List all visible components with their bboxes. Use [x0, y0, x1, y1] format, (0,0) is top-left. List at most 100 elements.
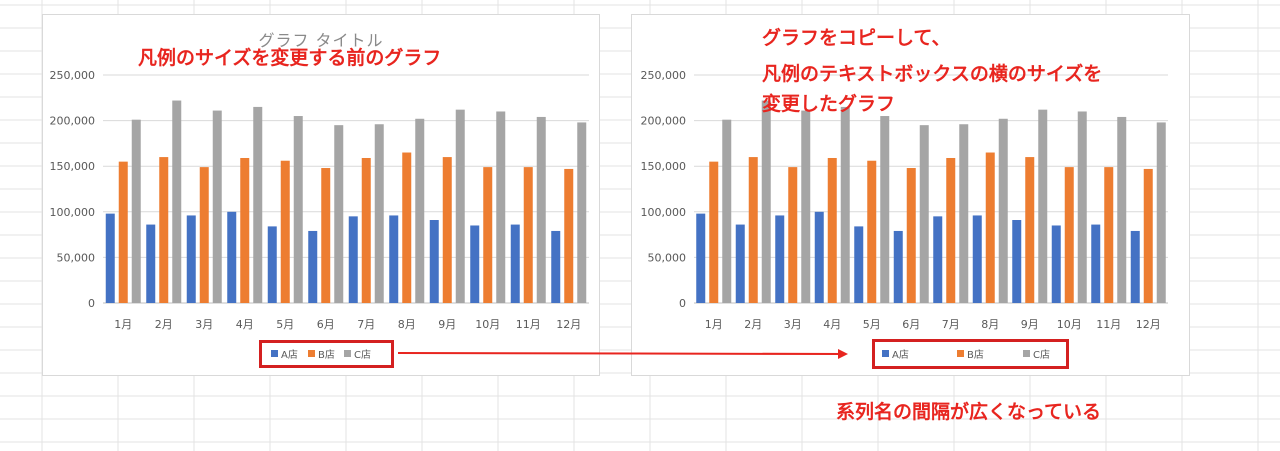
bar-C店-9月[interactable]: [455, 109, 465, 303]
bar-A店-6月[interactable]: [308, 230, 318, 303]
y-tick-label: 100,000: [641, 206, 687, 219]
bar-A店-10月[interactable]: [470, 225, 480, 303]
bar-C店-4月[interactable]: [840, 106, 850, 303]
bar-A店-8月[interactable]: [389, 215, 399, 303]
y-tick-label: 50,000: [648, 251, 687, 264]
bar-B店-11月[interactable]: [523, 167, 533, 303]
bar-A店-9月[interactable]: [1012, 220, 1022, 303]
bar-C店-8月[interactable]: [998, 118, 1008, 303]
bar-A店-11月[interactable]: [510, 224, 520, 303]
x-tick-label: 8月: [398, 318, 416, 331]
bar-C店-2月[interactable]: [761, 100, 771, 303]
bar-A店-4月[interactable]: [814, 211, 824, 303]
bar-C店-6月[interactable]: [919, 125, 929, 303]
bar-A店-1月[interactable]: [696, 213, 706, 303]
x-tick-label: 12月: [556, 318, 581, 331]
bar-A店-10月[interactable]: [1051, 225, 1061, 303]
bar-C店-1月[interactable]: [131, 119, 141, 303]
bar-chart-before: 0 50,000 100,000 150,000 200,000 250,000 1月 2月 3…: [50, 69, 589, 361]
bar-B店-10月[interactable]: [1064, 167, 1074, 303]
y-tick-label: 150,000: [50, 160, 96, 173]
bar-B店-8月[interactable]: [985, 152, 995, 303]
y-tick-label: 0: [88, 297, 95, 310]
bar-B店-5月[interactable]: [280, 160, 290, 303]
y-tick-label: 200,000: [50, 115, 96, 128]
bar-C店-5月[interactable]: [293, 116, 303, 303]
x-tick-label: 1月: [705, 318, 723, 331]
bar-A店-6月[interactable]: [893, 230, 903, 303]
bar-B店-1月[interactable]: [709, 161, 719, 303]
bar-A店-2月[interactable]: [735, 224, 745, 303]
bar-C店-4月[interactable]: [253, 106, 263, 303]
bar-A店-1月[interactable]: [105, 213, 115, 303]
bar-B店-5月[interactable]: [867, 160, 877, 303]
bar-A店-8月[interactable]: [972, 215, 982, 303]
bar-C店-12月[interactable]: [1156, 122, 1166, 303]
x-tick-label: 5月: [863, 318, 881, 331]
x-tick-label: 12月: [1136, 318, 1161, 331]
bar-C店-2月[interactable]: [172, 100, 182, 303]
chart-before[interactable]: グラフ タイトル 0 50,000 100,000 150,000 200,000 250…: [42, 14, 600, 376]
x-tick-label: 11月: [1096, 318, 1121, 331]
bar-B店-8月[interactable]: [402, 152, 412, 303]
bar-B店-7月[interactable]: [361, 157, 371, 303]
bar-A店-11月[interactable]: [1091, 224, 1101, 303]
legend-label: C店: [354, 348, 371, 361]
bar-C店-1月[interactable]: [722, 119, 732, 303]
chart-title[interactable]: グラフ タイトル: [258, 31, 384, 50]
bar-A店-3月[interactable]: [775, 215, 785, 303]
y-tick-label: 50,000: [57, 251, 96, 264]
bar-B店-4月[interactable]: [827, 157, 837, 303]
x-tick-label: 4月: [823, 318, 841, 331]
bar-A店-4月[interactable]: [227, 211, 237, 303]
bar-B店-3月[interactable]: [788, 167, 798, 303]
bar-B店-2月[interactable]: [748, 157, 758, 303]
bar-A店-5月[interactable]: [854, 226, 864, 303]
bar-B店-7月[interactable]: [946, 157, 956, 303]
bar-A店-9月[interactable]: [429, 220, 439, 303]
bar-B店-2月[interactable]: [159, 157, 169, 303]
bar-C店-11月[interactable]: [1117, 116, 1127, 304]
legend-swatch: [882, 350, 889, 357]
bar-C店-5月[interactable]: [880, 116, 890, 303]
bar-A店-3月[interactable]: [186, 215, 196, 303]
bar-C店-7月[interactable]: [374, 124, 384, 303]
bar-C店-11月[interactable]: [536, 116, 546, 304]
x-tick-label: 10月: [475, 318, 500, 331]
bar-A店-12月[interactable]: [1130, 230, 1140, 303]
bar-A店-5月[interactable]: [267, 226, 277, 303]
bar-A店-12月[interactable]: [551, 230, 561, 303]
bar-C店-7月[interactable]: [959, 124, 969, 303]
bar-C店-3月[interactable]: [212, 110, 222, 304]
bar-C店-9月[interactable]: [1038, 109, 1048, 303]
x-tick-label: 8月: [981, 318, 999, 331]
x-tick-label: 2月: [155, 318, 173, 331]
chart-after[interactable]: 0 50,000 100,000 150,000 200,000 250,000 1月 2月 3…: [631, 14, 1190, 376]
bar-B店-11月[interactable]: [1104, 167, 1114, 303]
bar-B店-9月[interactable]: [442, 157, 452, 303]
bar-B店-12月[interactable]: [564, 168, 574, 303]
x-tick-label: 5月: [276, 318, 294, 331]
bar-C店-8月[interactable]: [415, 118, 425, 303]
bar-B店-6月[interactable]: [906, 168, 916, 303]
bar-A店-7月[interactable]: [933, 216, 943, 303]
bar-B店-6月[interactable]: [321, 168, 331, 303]
bar-B店-4月[interactable]: [240, 157, 250, 303]
bar-C店-10月[interactable]: [1077, 111, 1087, 303]
bar-A店-7月[interactable]: [348, 216, 358, 303]
bar-A店-2月[interactable]: [146, 224, 156, 303]
legend-swatch: [308, 350, 315, 357]
bar-chart-after: 0 50,000 100,000 150,000 200,000 250,000 1月 2月 3…: [641, 69, 1168, 361]
bar-B店-10月[interactable]: [483, 167, 493, 303]
bar-B店-12月[interactable]: [1143, 168, 1153, 303]
bar-C店-10月[interactable]: [496, 111, 506, 303]
bar-C店-3月[interactable]: [801, 110, 811, 304]
x-tick-label: 6月: [317, 318, 335, 331]
bar-B店-9月[interactable]: [1025, 157, 1035, 303]
x-tick-label: 7月: [357, 318, 375, 331]
bar-B店-1月[interactable]: [118, 161, 128, 303]
bar-C店-6月[interactable]: [334, 125, 344, 303]
bar-B店-3月[interactable]: [199, 167, 209, 303]
bar-C店-12月[interactable]: [577, 122, 587, 303]
legend-label: B店: [967, 348, 984, 361]
